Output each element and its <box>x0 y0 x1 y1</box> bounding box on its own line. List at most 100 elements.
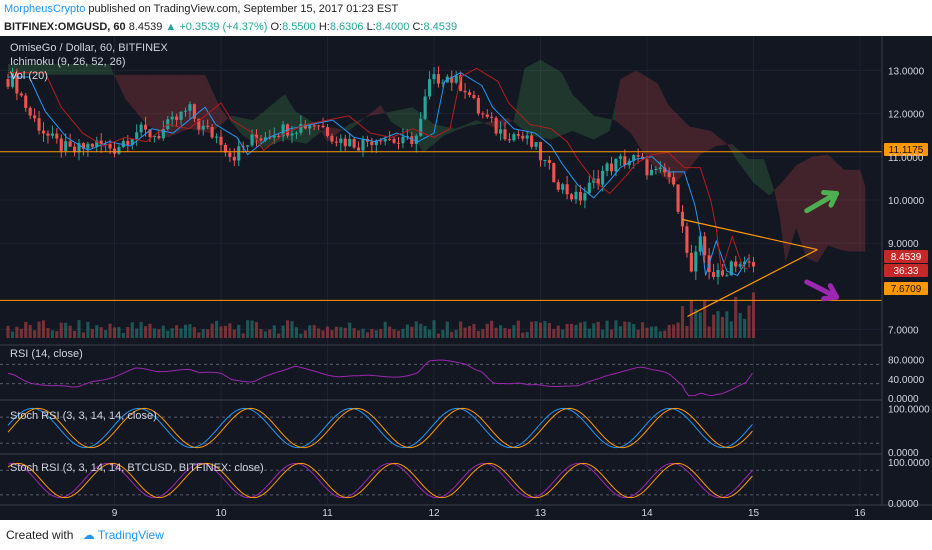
candle-body <box>192 104 196 119</box>
volume-bar <box>357 330 361 338</box>
candle-body <box>636 155 640 157</box>
stoch1-k-line <box>7 407 753 449</box>
conversion-line <box>8 72 749 277</box>
triangle-upper-line[interactable] <box>682 218 818 251</box>
candle-body <box>672 177 676 185</box>
candle-body <box>352 138 356 148</box>
volume-bar <box>254 321 259 338</box>
price-tick-label: 7.0000 <box>888 325 919 336</box>
author-link[interactable]: MorpheusCrypto <box>4 3 86 15</box>
candle-body <box>654 169 658 171</box>
chart-area[interactable]: OmiseGo / Dollar, 60, BITFINEX Ichimoku … <box>0 36 932 520</box>
volume-bar <box>121 332 125 338</box>
volume-bar <box>117 327 121 338</box>
volume-bar <box>215 320 219 338</box>
volume-bar <box>388 326 392 338</box>
candle-body <box>645 159 649 176</box>
candle-body <box>361 138 365 151</box>
green-arrow-icon[interactable] <box>804 190 840 214</box>
tradingview-brand-link[interactable]: TradingView <box>97 528 164 542</box>
volume-bar <box>268 329 272 338</box>
candle-body <box>547 160 551 164</box>
volume-bar <box>95 325 99 338</box>
candle-body <box>423 96 427 119</box>
candle-body <box>623 156 627 166</box>
volume-bar <box>50 330 54 338</box>
volume-bar <box>534 321 538 338</box>
volume-bar <box>303 330 307 338</box>
volume-bar <box>405 324 409 338</box>
candle-body <box>503 129 507 140</box>
volume-bar <box>538 322 543 338</box>
candle-body <box>81 143 85 149</box>
candle-body <box>614 158 618 172</box>
candle-body <box>130 138 134 145</box>
candle-body <box>59 138 63 151</box>
candle-body <box>538 142 543 161</box>
purple-arrow-icon[interactable] <box>804 279 840 300</box>
volume-bar <box>392 329 396 338</box>
candle-body <box>139 124 143 133</box>
candle-body <box>712 271 716 277</box>
volume-bar <box>175 325 179 338</box>
candle-body <box>86 143 90 149</box>
volume-bar <box>658 331 662 338</box>
candle-body <box>552 163 556 183</box>
candle-body <box>507 139 511 141</box>
candle-body <box>476 98 480 114</box>
candle-body <box>388 138 392 140</box>
candle-body <box>144 124 148 130</box>
stoch1-title[interactable]: Stoch RSI (3, 3, 14, 14, close) <box>10 410 157 422</box>
volume-bar <box>654 326 658 338</box>
chart-svg[interactable]: OmiseGo / Dollar, 60, BITFINEX Ichimoku … <box>0 36 932 520</box>
triangle-lower-line[interactable] <box>687 249 818 317</box>
candle-body <box>490 116 494 118</box>
volume-bar <box>55 331 59 338</box>
candle-body <box>743 261 747 265</box>
candle-body <box>436 74 440 84</box>
price-tick-label: 9.0000 <box>888 239 919 250</box>
candle-body <box>37 118 41 131</box>
candle-body <box>734 261 738 267</box>
candle-body <box>534 142 538 147</box>
grid <box>0 36 882 505</box>
candle-body <box>206 125 210 127</box>
candle-body <box>68 141 72 147</box>
candle-body <box>689 252 693 272</box>
volume-bar <box>379 328 383 338</box>
volume-bar <box>609 329 614 338</box>
oscillator-tick-label: 40.0000 <box>888 375 925 386</box>
volume-bar <box>649 326 653 338</box>
volume-bar <box>490 320 494 338</box>
candle-body <box>50 133 54 136</box>
candle-body <box>188 104 192 111</box>
candle-body <box>432 74 436 80</box>
volume-bar <box>401 328 405 338</box>
rsi-title[interactable]: RSI (14, close) <box>10 348 83 360</box>
oscillator-tick-label: 0.0000 <box>888 448 919 459</box>
volume-bar <box>250 320 254 338</box>
volume-bar <box>352 327 356 338</box>
candle-body <box>228 152 232 157</box>
volume-bar <box>720 316 724 338</box>
time-tick-label: 14 <box>641 508 653 519</box>
candle-body <box>428 79 432 97</box>
candle-body <box>232 156 236 161</box>
candle-body <box>357 147 361 151</box>
candle-body <box>19 93 23 96</box>
stoch2-title[interactable]: Stoch RSI (3, 3, 14, 14, BTCUSD, BITFINE… <box>10 462 264 474</box>
volume-bar <box>419 323 423 338</box>
volume-bar <box>423 326 427 338</box>
volume-bar <box>90 328 94 338</box>
legend-volume[interactable]: Vol (20) <box>10 70 48 82</box>
volume-bar <box>712 314 716 338</box>
candle-body <box>658 167 662 170</box>
time-tick-label: 13 <box>535 508 547 519</box>
stoch1-d-line <box>7 407 753 449</box>
volume-bar <box>41 320 46 338</box>
candle-body <box>268 137 272 139</box>
time-tick-label: 16 <box>854 508 866 519</box>
volume-bar <box>19 328 23 338</box>
volume-bar <box>37 321 41 338</box>
legend-ichimoku[interactable]: Ichimoku (9, 26, 52, 26) <box>10 56 126 68</box>
